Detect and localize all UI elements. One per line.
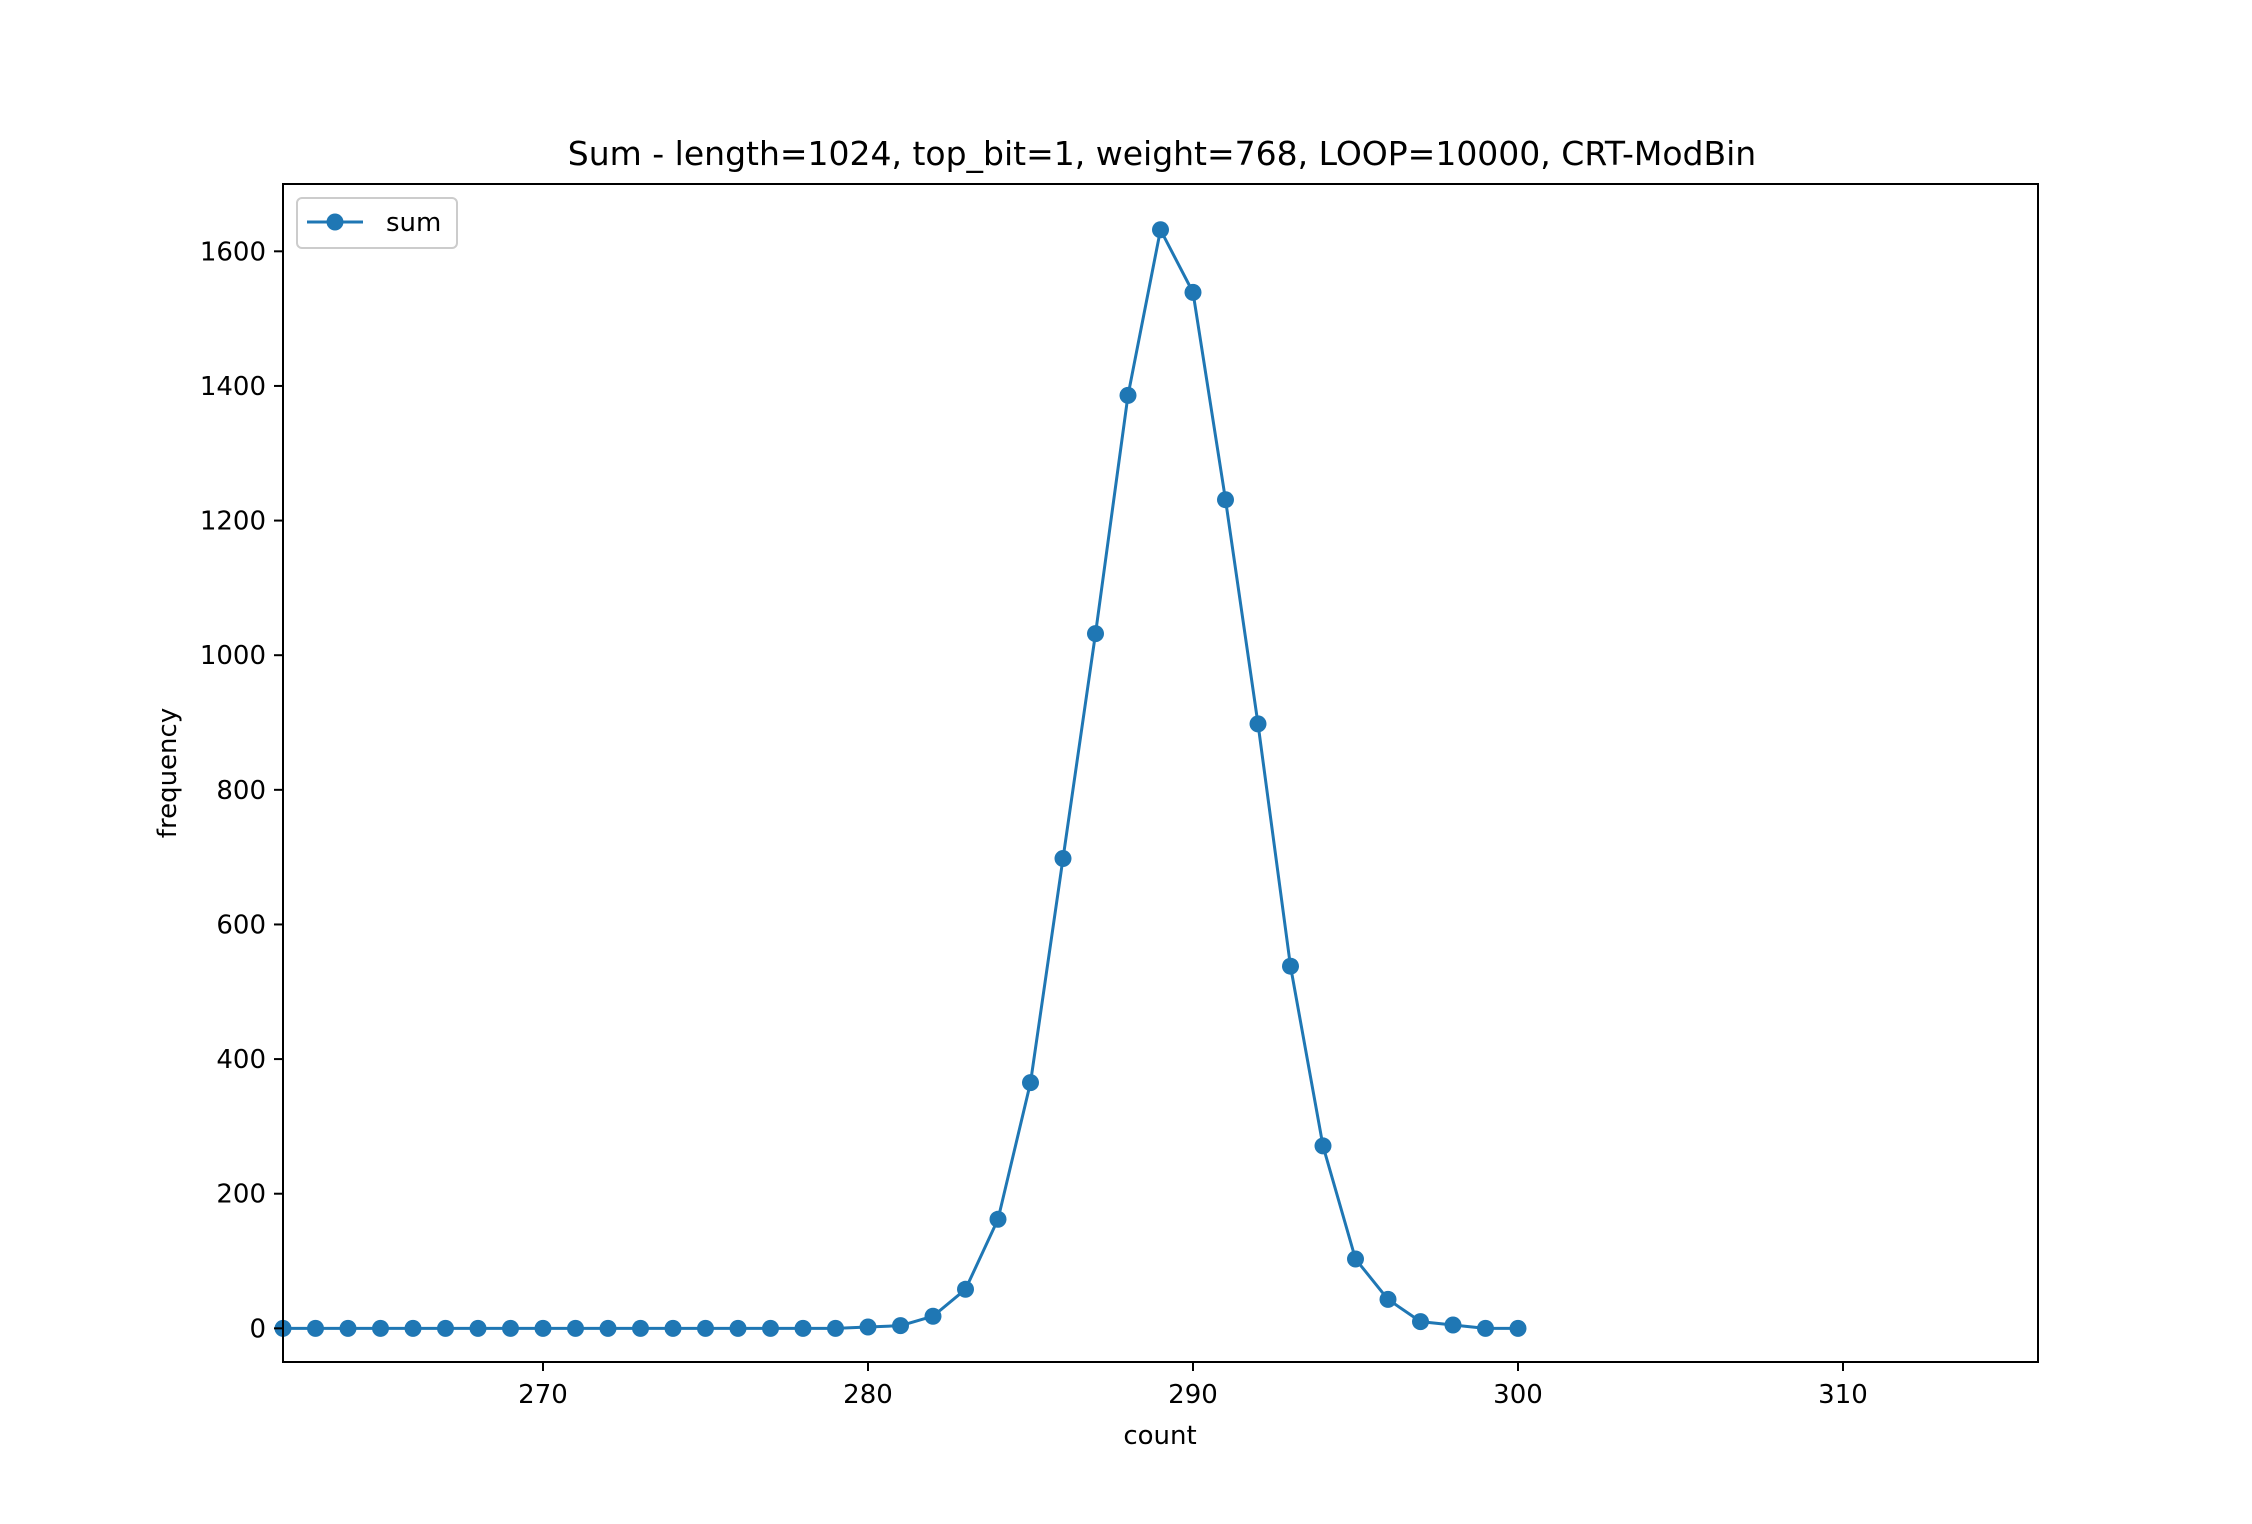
data-point xyxy=(1412,1313,1429,1331)
data-point xyxy=(437,1319,454,1337)
data-point xyxy=(1282,957,1299,975)
data-point xyxy=(1444,1316,1462,1334)
data-point xyxy=(469,1319,487,1337)
y-tick-label: 600 xyxy=(216,910,266,940)
data-point xyxy=(697,1319,714,1337)
data-point xyxy=(339,1319,357,1337)
chart-title: Sum - length=1024, top_bit=1, weight=768… xyxy=(568,134,1756,173)
y-tick-label: 0 xyxy=(249,1314,266,1344)
y-tick-label: 1000 xyxy=(200,641,266,671)
data-point xyxy=(502,1319,519,1337)
data-point xyxy=(892,1317,909,1335)
data-point xyxy=(1347,1250,1364,1268)
data-point xyxy=(1054,849,1072,867)
data-point xyxy=(372,1319,389,1337)
y-tick-label: 1600 xyxy=(200,237,266,267)
x-tick-label: 290 xyxy=(1168,1380,1218,1410)
legend: sum xyxy=(296,197,458,249)
plot-area xyxy=(274,221,1527,1337)
data-point xyxy=(1184,283,1202,301)
y-tick-label: 200 xyxy=(216,1180,266,1210)
axes-frame xyxy=(282,183,2039,1363)
data-point xyxy=(957,1280,974,1298)
data-point xyxy=(794,1319,812,1337)
data-point xyxy=(404,1319,422,1337)
data-point xyxy=(1249,715,1267,733)
data-point xyxy=(1314,1137,1332,1155)
y-tick-label: 1200 xyxy=(200,507,266,537)
data-point xyxy=(924,1307,942,1325)
data-point xyxy=(1379,1290,1397,1308)
data-point xyxy=(1477,1319,1494,1337)
x-axis-label: count xyxy=(1123,1421,1196,1451)
y-tick-label: 1400 xyxy=(200,372,266,402)
data-point xyxy=(664,1319,682,1337)
x-tick-label: 300 xyxy=(1493,1380,1543,1410)
data-point xyxy=(534,1319,552,1337)
data-point xyxy=(1152,221,1169,239)
legend-marker xyxy=(326,213,344,231)
y-tick-label: 400 xyxy=(216,1045,266,1075)
y-axis-label: frequency xyxy=(153,708,183,838)
y-tick-label: 800 xyxy=(216,776,266,806)
data-point xyxy=(307,1319,324,1337)
data-point xyxy=(567,1319,584,1337)
data-point xyxy=(859,1318,877,1336)
x-tick-label: 270 xyxy=(518,1380,568,1410)
x-tick-label: 310 xyxy=(1818,1380,1868,1410)
data-point xyxy=(599,1319,617,1337)
data-point xyxy=(1022,1074,1039,1092)
data-point xyxy=(729,1319,747,1337)
data-point xyxy=(989,1210,1007,1228)
data-point xyxy=(632,1319,649,1337)
data-point xyxy=(1119,386,1137,404)
data-point xyxy=(1087,625,1104,643)
legend-box xyxy=(296,197,458,249)
axes: 270 280 290 300 310 0 200 400 600 800 1000 1200 1400… xyxy=(200,237,1868,1410)
data-point xyxy=(762,1319,779,1337)
legend-label-sum: sum xyxy=(386,208,441,238)
x-tick-label: 280 xyxy=(843,1380,893,1410)
data-point xyxy=(1217,491,1234,509)
data-point xyxy=(1509,1319,1527,1337)
data-point xyxy=(827,1319,844,1337)
